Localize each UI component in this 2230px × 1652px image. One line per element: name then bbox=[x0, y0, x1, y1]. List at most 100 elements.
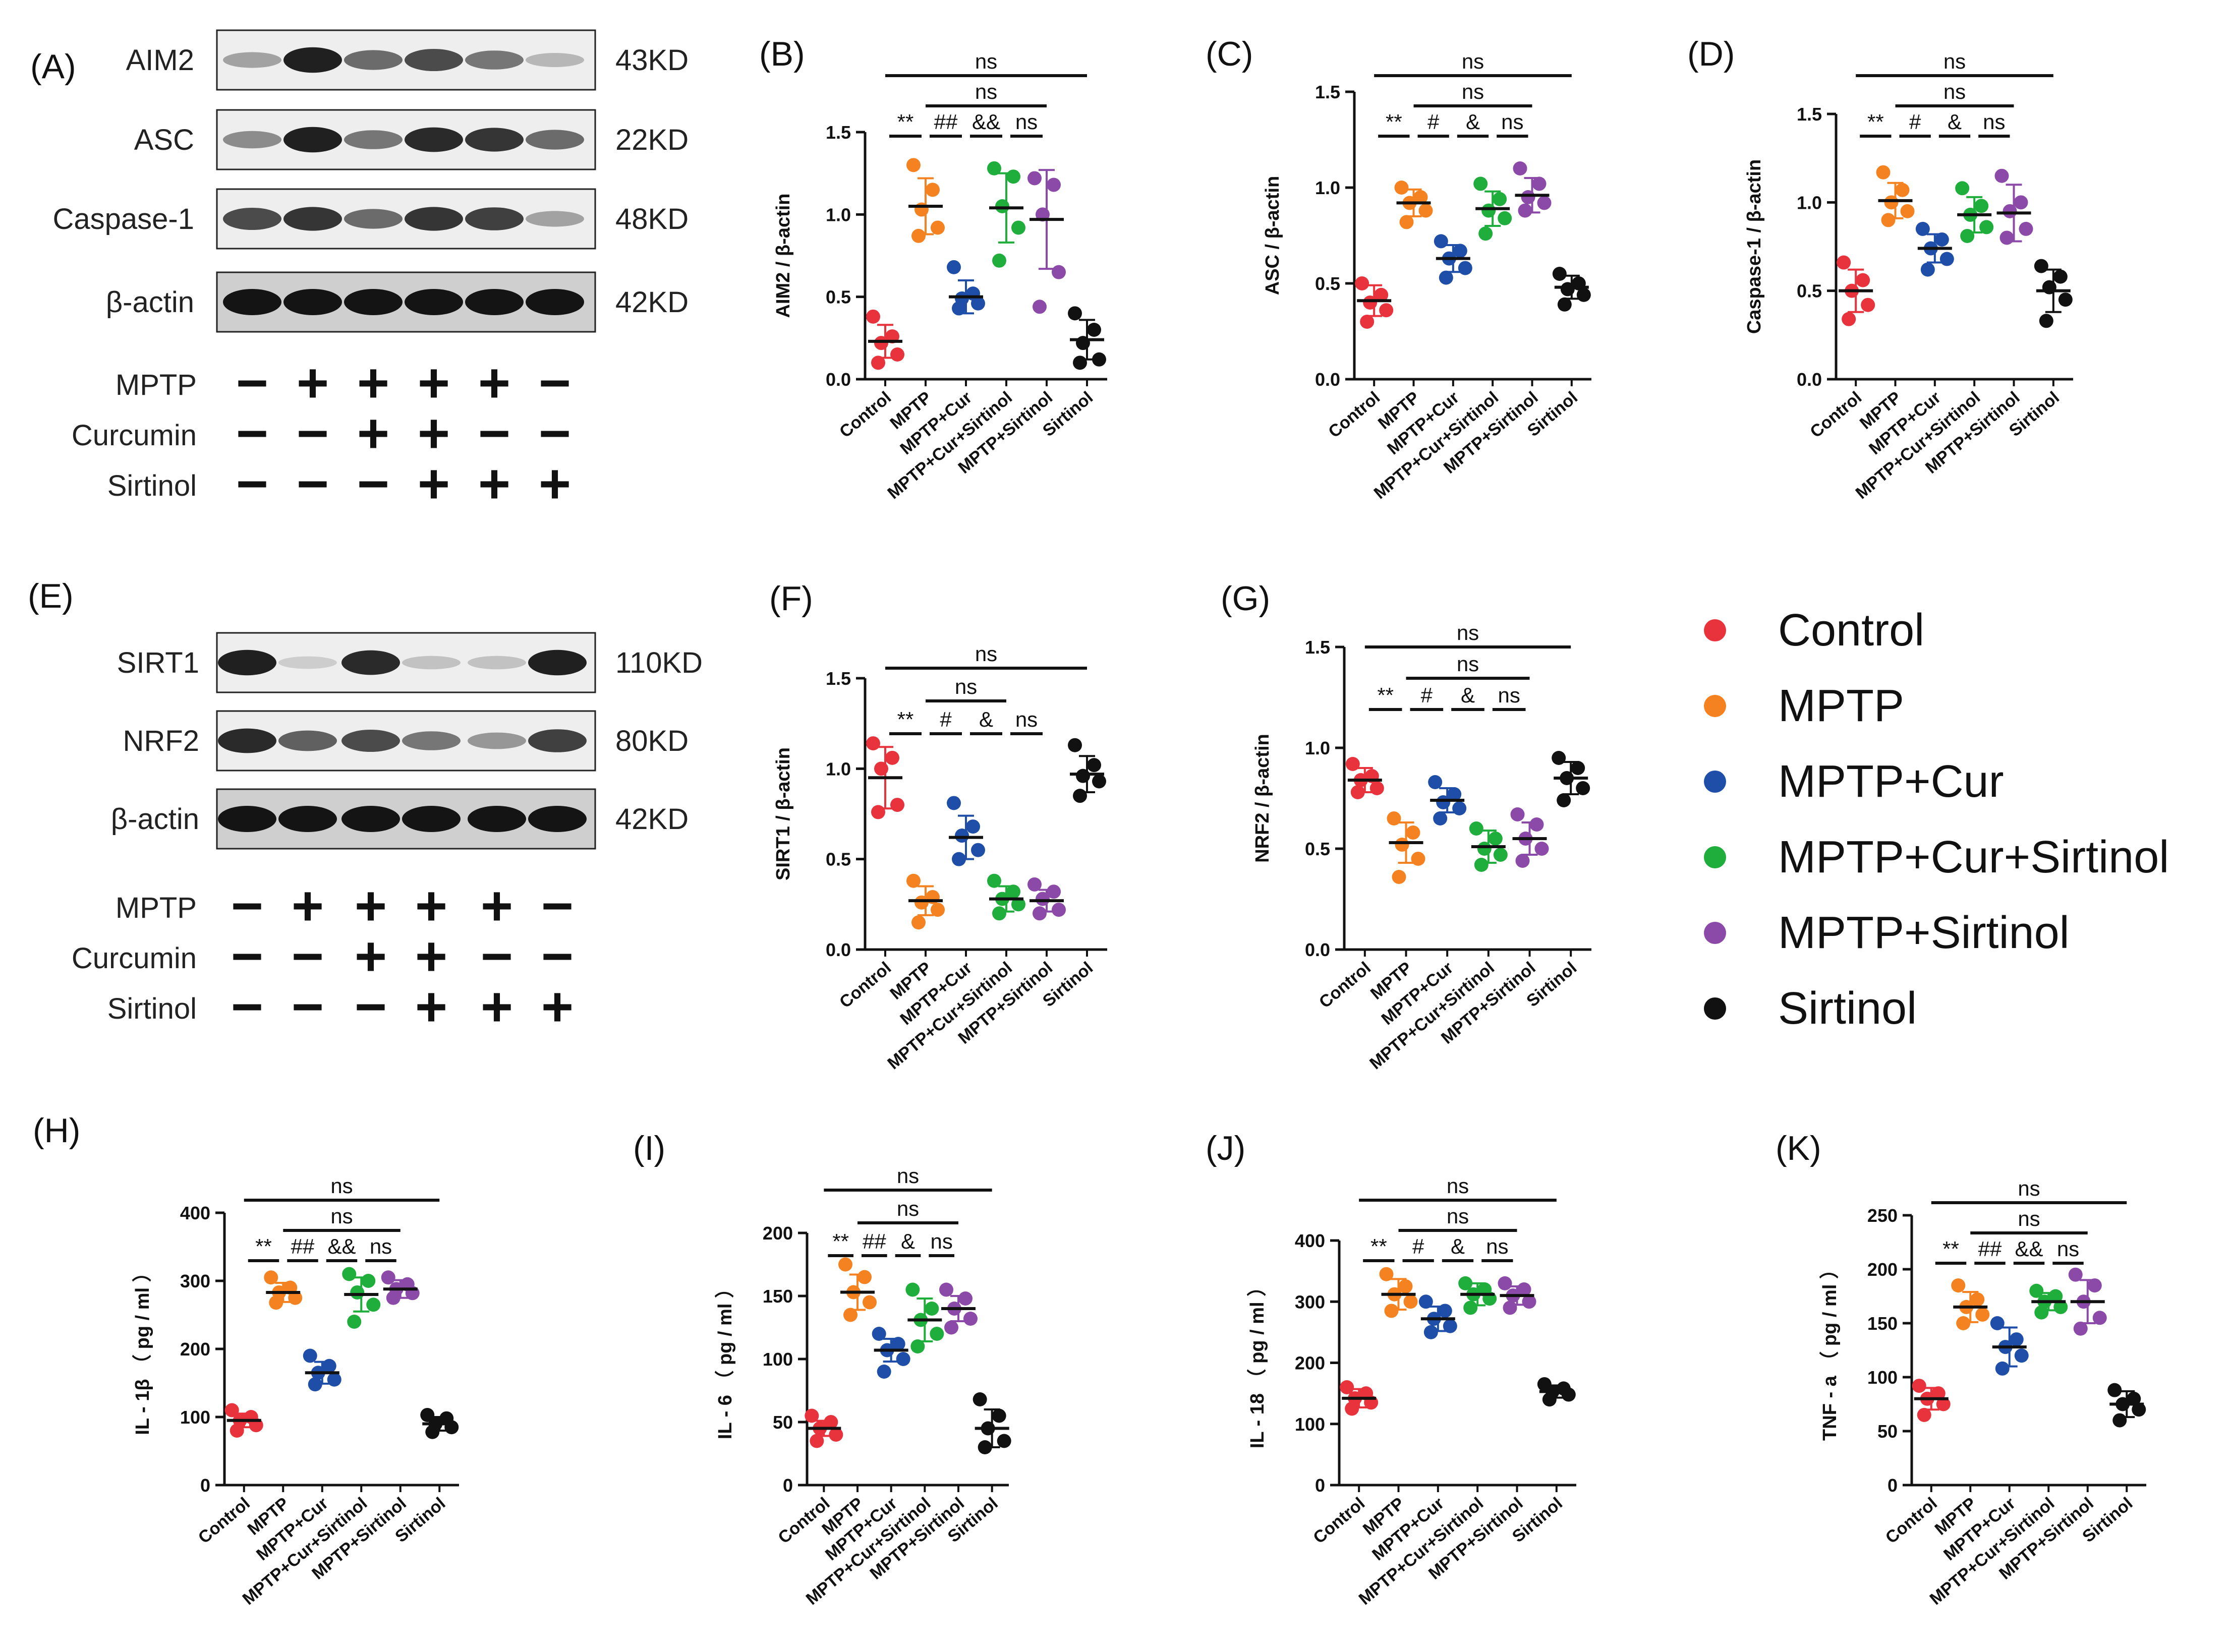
band-name: AIM2 bbox=[126, 44, 194, 77]
significance-label: ** bbox=[897, 110, 914, 134]
treatment-sign: + bbox=[415, 875, 447, 937]
y-tick-label: 400 bbox=[180, 1203, 210, 1223]
band bbox=[528, 650, 587, 676]
data-point bbox=[1478, 226, 1493, 241]
data-point bbox=[1920, 262, 1935, 277]
y-axis-label: Caspase-1 / β-actin bbox=[1744, 159, 1765, 334]
data-point bbox=[871, 356, 885, 370]
data-point bbox=[1518, 203, 1532, 218]
data-point bbox=[914, 895, 929, 910]
treatment-name: Sirtinol bbox=[107, 992, 197, 1025]
y-tick-label: 1.5 bbox=[1305, 637, 1330, 658]
panel-label: (D) bbox=[1687, 35, 1735, 73]
data-point bbox=[2112, 1413, 2127, 1428]
significance-label: & bbox=[1461, 683, 1475, 707]
data-point bbox=[2127, 1391, 2141, 1406]
data-point bbox=[1076, 336, 1090, 350]
y-tick-label: 200 bbox=[763, 1223, 793, 1244]
significance-label: ns bbox=[1498, 683, 1520, 707]
data-point bbox=[1974, 199, 1989, 213]
significance-label: ## bbox=[934, 110, 958, 134]
y-tick-label: 1.5 bbox=[826, 122, 851, 143]
data-point bbox=[1087, 758, 1101, 773]
data-point bbox=[1975, 1307, 1990, 1322]
data-point bbox=[1092, 774, 1106, 789]
significance-label: ns bbox=[1015, 110, 1038, 134]
data-point bbox=[1995, 1361, 2010, 1376]
panel-label: (C) bbox=[1206, 35, 1253, 73]
treatment-sign: − bbox=[541, 925, 574, 987]
band bbox=[278, 730, 337, 751]
data-point bbox=[2034, 259, 2048, 273]
data-point bbox=[1542, 1392, 1557, 1407]
data-point bbox=[1936, 1397, 1951, 1411]
treatment-sign: + bbox=[297, 352, 329, 414]
data-point bbox=[1027, 877, 1042, 892]
significance-label: ns bbox=[1015, 707, 1038, 731]
data-point bbox=[1392, 870, 1406, 884]
legend-label: MPTP+Sirtinol bbox=[1778, 908, 2070, 958]
y-tick-label: 100 bbox=[763, 1349, 793, 1370]
significance-label: ns bbox=[1447, 1174, 1469, 1198]
y-tick-label: 1.0 bbox=[826, 204, 851, 225]
band bbox=[402, 731, 461, 750]
y-axis-label: AIM2 / β-actin bbox=[773, 194, 794, 318]
treatment-name: Curcumin bbox=[72, 419, 197, 452]
data-point bbox=[1369, 781, 1384, 795]
data-point bbox=[1477, 842, 1492, 856]
data-point bbox=[944, 1320, 958, 1335]
band-size: 42KD bbox=[615, 803, 689, 836]
treatment-sign: − bbox=[231, 925, 263, 987]
band bbox=[283, 289, 342, 315]
band-size: 48KD bbox=[615, 203, 689, 235]
data-point bbox=[930, 1327, 944, 1341]
data-point bbox=[1006, 884, 1020, 899]
data-point bbox=[955, 829, 969, 843]
significance-label: ## bbox=[863, 1229, 886, 1253]
data-point bbox=[871, 805, 885, 819]
data-point bbox=[931, 220, 945, 235]
data-point bbox=[1413, 190, 1428, 204]
y-tick-label: 100 bbox=[1867, 1367, 1898, 1388]
data-point bbox=[1521, 190, 1535, 204]
y-axis-label: SIRT1 / β-actin bbox=[773, 747, 794, 880]
treatment-sign: − bbox=[357, 453, 389, 515]
data-point bbox=[2092, 1311, 2107, 1325]
data-point bbox=[1076, 769, 1090, 783]
data-point bbox=[1458, 261, 1472, 275]
y-tick-label: 300 bbox=[1295, 1291, 1325, 1312]
significance-label: ## bbox=[291, 1234, 315, 1258]
y-axis-label: ASC / β-actin bbox=[1262, 176, 1283, 295]
band bbox=[223, 131, 281, 149]
treatment-sign: − bbox=[481, 925, 513, 987]
data-point bbox=[1915, 221, 1930, 236]
band bbox=[526, 289, 584, 315]
data-point bbox=[303, 1348, 317, 1363]
data-point bbox=[2073, 1321, 2088, 1336]
panel-label: (F) bbox=[769, 579, 813, 618]
data-point bbox=[829, 1428, 843, 1442]
band bbox=[465, 128, 524, 152]
panel-label: (B) bbox=[759, 35, 805, 73]
data-point bbox=[1350, 785, 1365, 799]
y-tick-label: 100 bbox=[180, 1407, 210, 1428]
significance-label: ** bbox=[1386, 110, 1402, 134]
y-tick-label: 50 bbox=[1877, 1421, 1898, 1442]
data-point bbox=[824, 1415, 838, 1429]
legend-dot bbox=[1704, 997, 1726, 1020]
band-name: NRF2 bbox=[123, 725, 199, 757]
data-point bbox=[1438, 1304, 1452, 1318]
band bbox=[344, 50, 403, 70]
data-point bbox=[1503, 1301, 1517, 1315]
data-point bbox=[1939, 252, 1954, 266]
data-point bbox=[1345, 757, 1360, 771]
treatment-sign: + bbox=[357, 352, 389, 414]
band-size: 43KD bbox=[615, 44, 689, 77]
significance-label: # bbox=[940, 707, 952, 731]
data-point bbox=[1912, 1379, 1926, 1393]
treatment-name: MPTP bbox=[116, 892, 197, 924]
data-point bbox=[1345, 1401, 1359, 1416]
data-point bbox=[857, 1270, 872, 1284]
band bbox=[405, 127, 463, 152]
treatment-sign: − bbox=[539, 402, 571, 464]
